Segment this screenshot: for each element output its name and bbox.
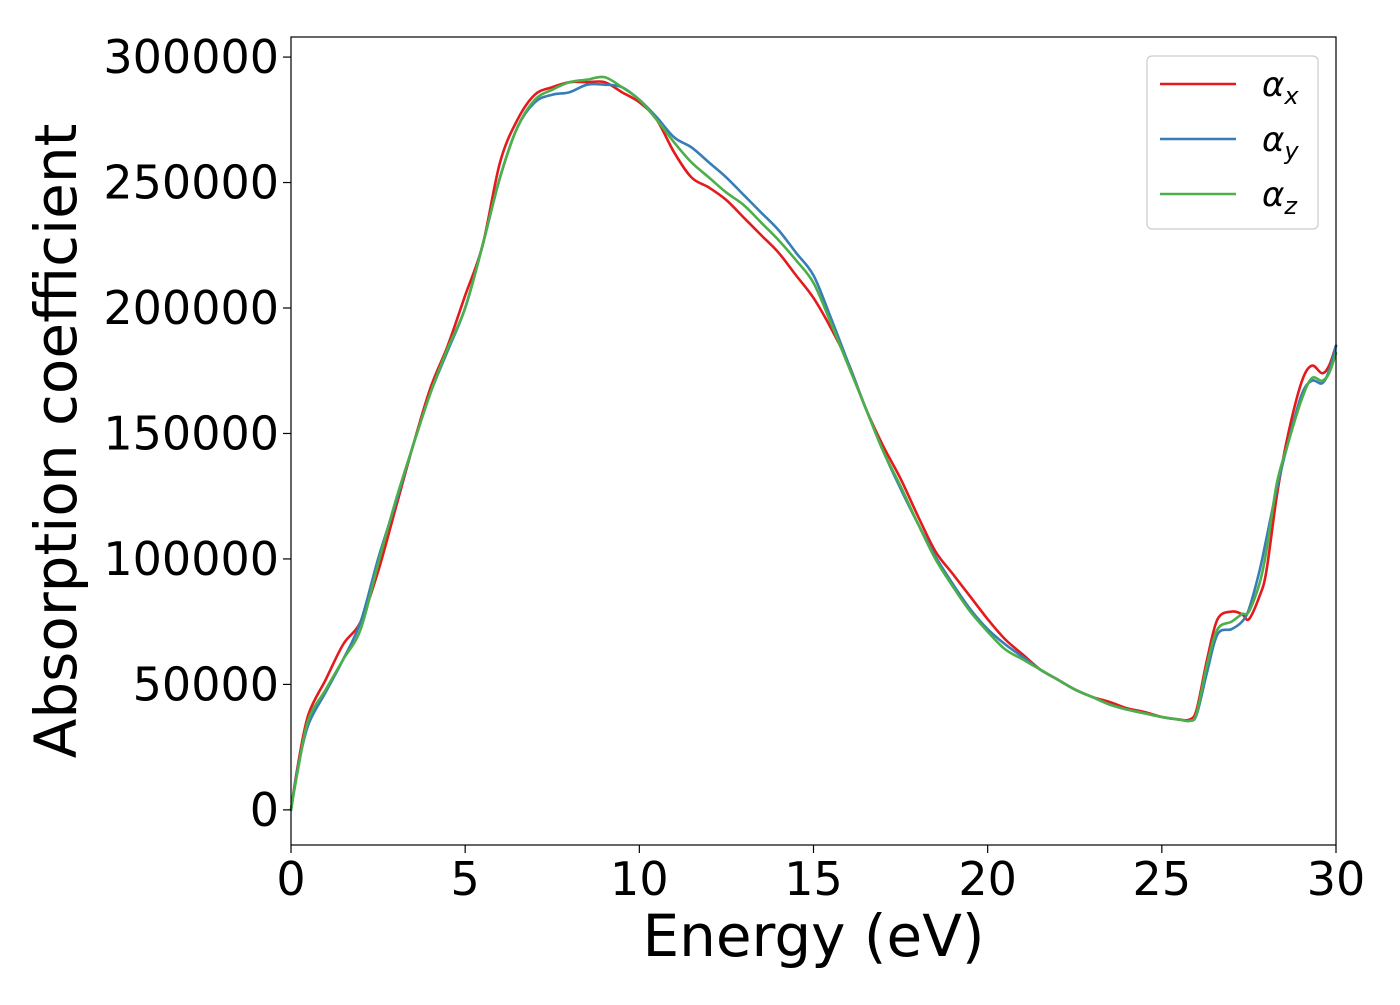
- series-line-z: [289, 75, 1338, 812]
- y-axis-title: Absorption coefficient: [22, 124, 90, 759]
- legend-label-subscript: y: [1283, 137, 1299, 165]
- x-tick-label: 25: [1133, 852, 1192, 906]
- legend-label-subscript: x: [1283, 82, 1299, 110]
- legend-label-subscript: z: [1283, 192, 1298, 220]
- x-tick-label: 20: [958, 852, 1017, 906]
- y-tick-label: 300000: [103, 30, 279, 84]
- y-tick-label: 200000: [103, 281, 279, 335]
- y-tick-label: 0: [250, 783, 279, 837]
- y-axis: 0 50000 100000 150000 200000 250000 300000: [103, 30, 291, 837]
- y-tick-label: 150000: [103, 406, 279, 460]
- x-axis-title: Energy (eV): [642, 902, 984, 970]
- legend-label-base: α: [1262, 65, 1284, 105]
- series-layer: [289, 75, 1338, 812]
- legend-box: [1146, 55, 1319, 230]
- x-axis: 0 5 10 15 20 25 30: [276, 845, 1365, 906]
- legend-label-base: α: [1262, 120, 1284, 160]
- x-tick-label: 5: [451, 852, 480, 906]
- x-tick-label: 0: [276, 852, 305, 906]
- legend-label-y: αy: [1262, 120, 1299, 165]
- x-tick-label: 10: [610, 852, 669, 906]
- legend-label-base: α: [1262, 175, 1284, 215]
- y-tick-label: 50000: [133, 657, 279, 711]
- legend-label-z: αz: [1262, 175, 1298, 220]
- x-tick-label: 15: [784, 852, 843, 906]
- y-tick-label: 100000: [103, 532, 279, 586]
- legend-label-x: αx: [1262, 65, 1299, 110]
- x-tick-label: 30: [1307, 852, 1366, 906]
- y-tick-label: 250000: [103, 156, 279, 210]
